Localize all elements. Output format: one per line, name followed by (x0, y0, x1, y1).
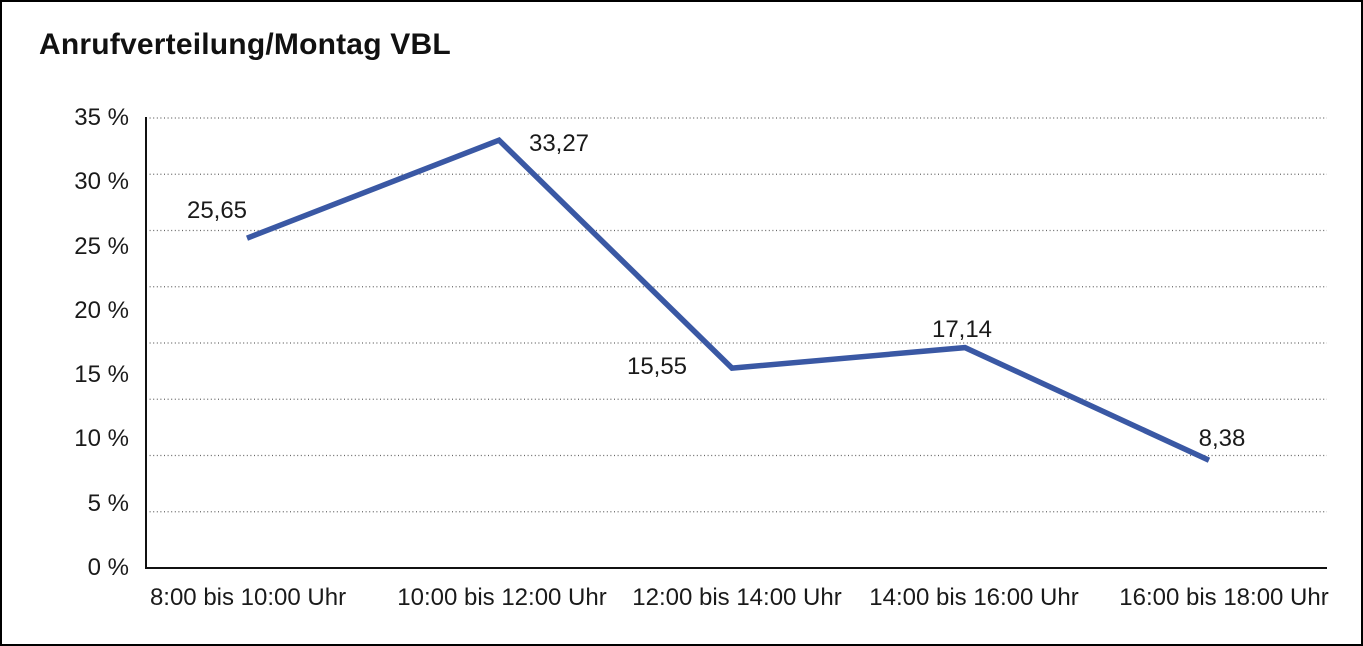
y-tick-label: 0 % (87, 554, 129, 581)
data-point-label: 33,27 (528, 130, 590, 157)
data-point-label: 15,55 (626, 353, 688, 380)
x-category-label: 8:00 bis 10:00 Uhr (149, 584, 347, 611)
y-tick-label: 25 % (74, 232, 129, 260)
data-line (246, 136, 1211, 463)
data-point-label: 25,65 (186, 197, 248, 224)
y-tick-label: 35 % (74, 104, 129, 131)
chart-title: Anrufverteilung/Montag VBL (39, 28, 451, 61)
y-tick-label: 10 % (74, 425, 129, 453)
y-tick-label: 20 % (74, 296, 129, 324)
data-point-label: 8,38 (1198, 425, 1246, 452)
x-category-label: 16:00 bis 18:00 Uhr (1119, 584, 1329, 611)
y-tick-label: 15 % (74, 361, 129, 389)
x-category-label: 10:00 bis 12:00 Uhr (397, 584, 607, 611)
data-point-label: 17,14 (931, 316, 993, 343)
y-tick-label: 5 % (87, 489, 129, 517)
x-category-label: 12:00 bis 14:00 Uhr (632, 584, 842, 611)
x-category-label: 14:00 bis 16:00 Uhr (869, 584, 1079, 611)
y-tick-label: 30 % (74, 168, 129, 196)
